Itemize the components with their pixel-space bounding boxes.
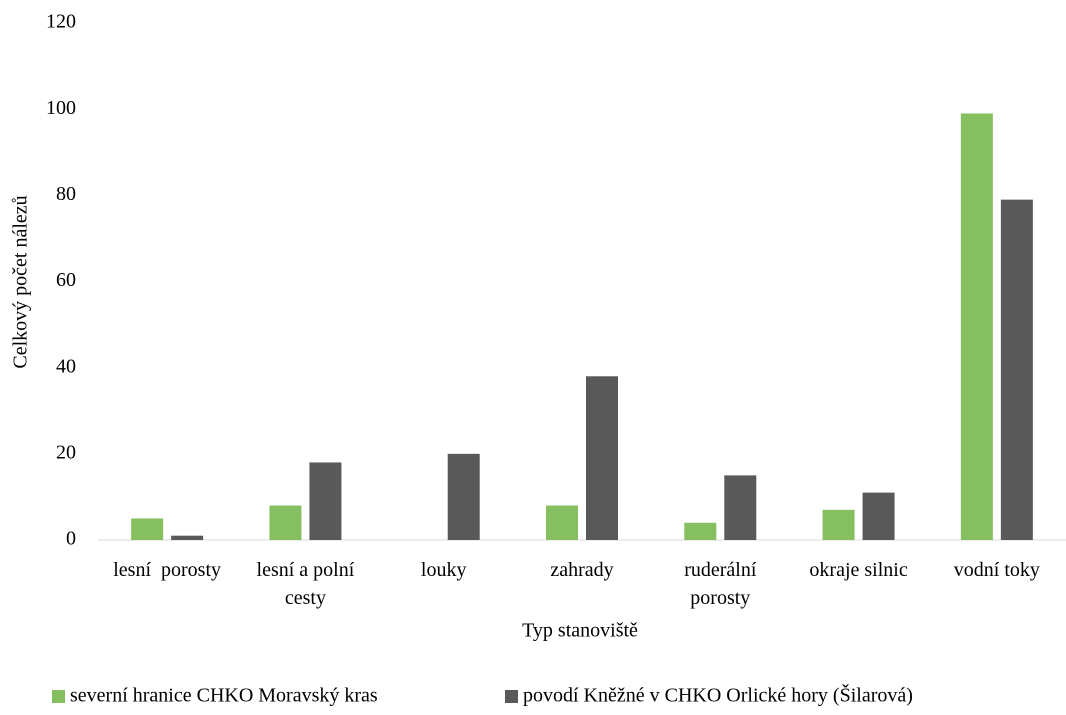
legend-swatch	[505, 690, 518, 703]
bar	[447, 453, 480, 540]
y-tick-label: 80	[56, 183, 76, 205]
bar	[309, 462, 342, 540]
bar	[586, 376, 618, 540]
y-axis-title: Celkový počet nálezů	[10, 195, 32, 368]
y-tick-label: 60	[56, 269, 76, 291]
y-tick-label: 0	[66, 528, 76, 550]
bar	[862, 492, 895, 540]
x-tick-label: ruderální porosty	[684, 559, 762, 609]
y-tick-label: 120	[46, 11, 76, 33]
x-tick-label: zahrady	[550, 559, 614, 581]
y-tick-label: 20	[56, 441, 76, 463]
bar	[960, 113, 993, 540]
bar	[822, 509, 855, 540]
x-tick-label: lesní a polní cesty	[256, 559, 360, 609]
bar	[684, 522, 717, 540]
y-tick-label: 40	[56, 355, 76, 377]
x-tick-label: vodní toky	[953, 559, 1040, 581]
bar	[171, 535, 204, 540]
x-tick-label: lesní porosty	[113, 559, 222, 581]
y-tick-label: 100	[46, 97, 76, 119]
bar	[724, 475, 757, 540]
x-axis-title: Typ stanoviště	[522, 620, 638, 642]
x-tick-label: okraje silnic	[809, 559, 908, 581]
legend-swatch	[52, 690, 65, 703]
legend-label: povodí Kněžné v CHKO Orlické hory (Šilar…	[523, 683, 913, 707]
bar	[269, 505, 302, 540]
bar	[131, 518, 164, 540]
bar	[546, 505, 578, 540]
bar	[1000, 199, 1033, 540]
legend-label: severní hranice CHKO Moravský kras	[70, 685, 378, 707]
x-tick-label: louky	[420, 559, 467, 581]
